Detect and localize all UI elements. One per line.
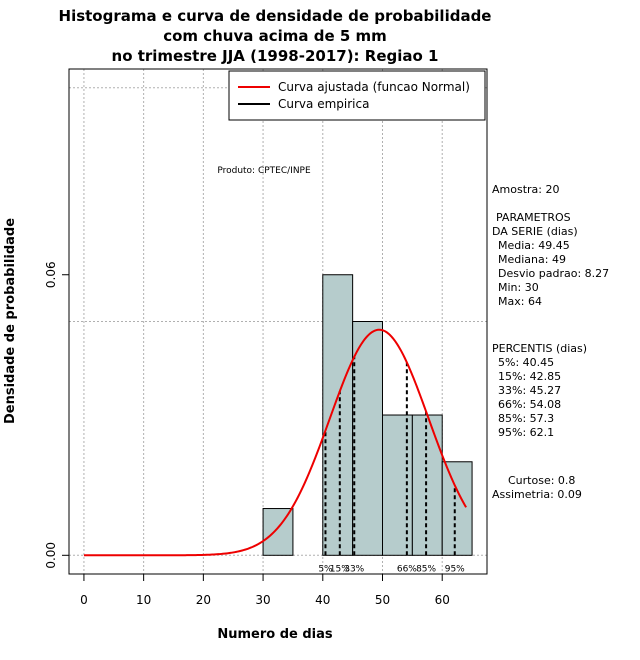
percentile-labels: 5%15%33% 66% 85% 95% xyxy=(318,564,465,574)
y-axis: 0.00 0.06 xyxy=(44,261,69,569)
normal-fit-curve xyxy=(83,328,467,557)
percentile-label-3: 66% xyxy=(397,564,417,574)
product-annotation: Produto: CPTEC/INPE xyxy=(217,166,311,176)
percentile-label-1: 15% xyxy=(330,564,350,574)
legend-label-empirical: Curva empirica xyxy=(278,97,369,111)
histogram-bars xyxy=(262,274,473,556)
stats-panel: Amostra: 20 PARAMETROS DA SERIE (dias) M… xyxy=(492,183,609,501)
stat-p33: 33%: 45.27 xyxy=(498,384,561,397)
stat-media: Media: 49.45 xyxy=(498,239,570,252)
x-tick-label-1: 10 xyxy=(136,593,151,607)
percentile-lines xyxy=(324,356,456,556)
stat-p85: 85%: 57.3 xyxy=(498,412,554,425)
x-tick-label-4: 40 xyxy=(315,593,330,607)
legend: Curva ajustada (funcao Normal) Curva emp… xyxy=(228,70,486,121)
stat-desvio: Desvio padrao: 8.27 xyxy=(498,267,609,280)
stat-p5: 5%: 40.45 xyxy=(498,356,554,369)
stat-p66: 66%: 54.08 xyxy=(498,398,561,411)
histogram-bar-4 xyxy=(382,414,413,556)
plot-frame xyxy=(68,68,488,575)
percentile-label-5: 95% xyxy=(445,564,465,574)
x-tick-label-2: 20 xyxy=(196,593,211,607)
stat-param-header-2: DA SERIE (dias) xyxy=(492,225,578,238)
stat-p15: 15%: 42.85 xyxy=(498,370,561,383)
histogram-bar-3 xyxy=(352,321,383,556)
percentile-label-4: 85% xyxy=(416,564,436,574)
x-axis: 0 10 20 30 40 50 60 xyxy=(80,574,450,607)
y-axis-title: Densidade de probabilidade xyxy=(3,218,18,424)
histogram-bar-2 xyxy=(322,274,354,556)
legend-label-normal: Curva ajustada (funcao Normal) xyxy=(278,80,470,94)
stat-max: Max: 64 xyxy=(498,295,542,308)
histogram-bar-6 xyxy=(441,461,473,556)
percentile-label-2: 33% xyxy=(344,564,364,574)
chart-title-line-1: Histograma e curva de densidade de proba… xyxy=(59,7,492,25)
percentile-label-0: 5% xyxy=(318,564,333,574)
x-tick-label-3: 30 xyxy=(255,593,270,607)
stat-amostra: Amostra: 20 xyxy=(492,183,559,196)
stat-param-header-1: PARAMETROS xyxy=(496,211,571,224)
x-tick-label-6: 60 xyxy=(435,593,450,607)
y-tick-label-1: 0.06 xyxy=(44,261,58,288)
histogram-bar-5 xyxy=(411,414,443,556)
legend-box xyxy=(228,70,486,121)
histogram-bar-0 xyxy=(262,508,294,556)
stat-mediana: Mediana: 49 xyxy=(498,253,566,266)
x-axis-title: Numero de dias xyxy=(217,627,333,642)
stat-percentis-header: PERCENTIS (dias) xyxy=(492,342,587,355)
stat-p95: 95%: 62.1 xyxy=(498,426,554,439)
stat-assimetria: Assimetria: 0.09 xyxy=(492,488,582,501)
chart-title-line-3: no trimestre JJA (1998-2017): Regiao 1 xyxy=(112,47,439,65)
x-tick-label-5: 50 xyxy=(375,593,390,607)
y-tick-label-0: 0.00 xyxy=(44,542,58,569)
stat-curtose: Curtose: 0.8 xyxy=(508,474,575,487)
stat-min: Min: 30 xyxy=(498,281,539,294)
x-tick-label-0: 0 xyxy=(80,593,88,607)
chart-title-line-2: com chuva acima de 5 mm xyxy=(163,27,387,45)
